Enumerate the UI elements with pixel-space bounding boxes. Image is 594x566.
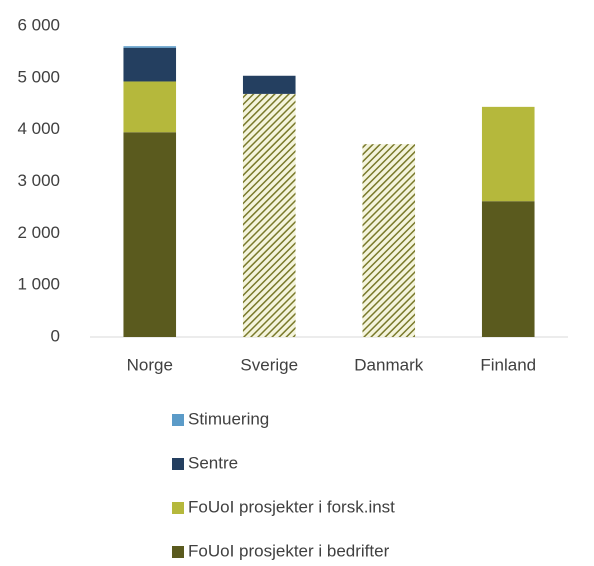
bar-segment bbox=[362, 144, 416, 337]
y-tick-label: 0 bbox=[51, 326, 60, 345]
legend-swatch bbox=[172, 546, 184, 558]
legend-label: Sentre bbox=[188, 453, 238, 472]
bar-segment bbox=[242, 93, 296, 337]
x-tick-label: Finland bbox=[480, 355, 536, 374]
bar-segment bbox=[481, 106, 535, 202]
x-tick-label: Sverige bbox=[240, 355, 298, 374]
legend-label: FoUoI prosjekter i bedrifter bbox=[188, 541, 390, 560]
bar-segment bbox=[123, 47, 177, 82]
bar-segment bbox=[123, 46, 177, 48]
legend-swatch bbox=[172, 502, 184, 514]
legend-label: Stimuering bbox=[188, 409, 269, 428]
y-tick-label: 2 000 bbox=[17, 223, 60, 242]
legend-swatch bbox=[172, 414, 184, 426]
legend-label: FoUoI prosjekter i forsk.inst bbox=[188, 497, 395, 516]
bar-segment bbox=[123, 81, 177, 133]
bar-segment bbox=[481, 201, 535, 337]
y-tick-label: 3 000 bbox=[17, 171, 60, 190]
y-tick-label: 4 000 bbox=[17, 119, 60, 138]
y-tick-label: 5 000 bbox=[17, 67, 60, 86]
y-tick-label: 1 000 bbox=[17, 275, 60, 294]
bar-segment bbox=[242, 75, 296, 94]
bar-segment bbox=[123, 132, 177, 337]
x-tick-label: Danmark bbox=[354, 355, 423, 374]
x-tick-label: Norge bbox=[127, 355, 173, 374]
y-tick-label: 6 000 bbox=[17, 15, 60, 34]
legend-swatch bbox=[172, 458, 184, 470]
